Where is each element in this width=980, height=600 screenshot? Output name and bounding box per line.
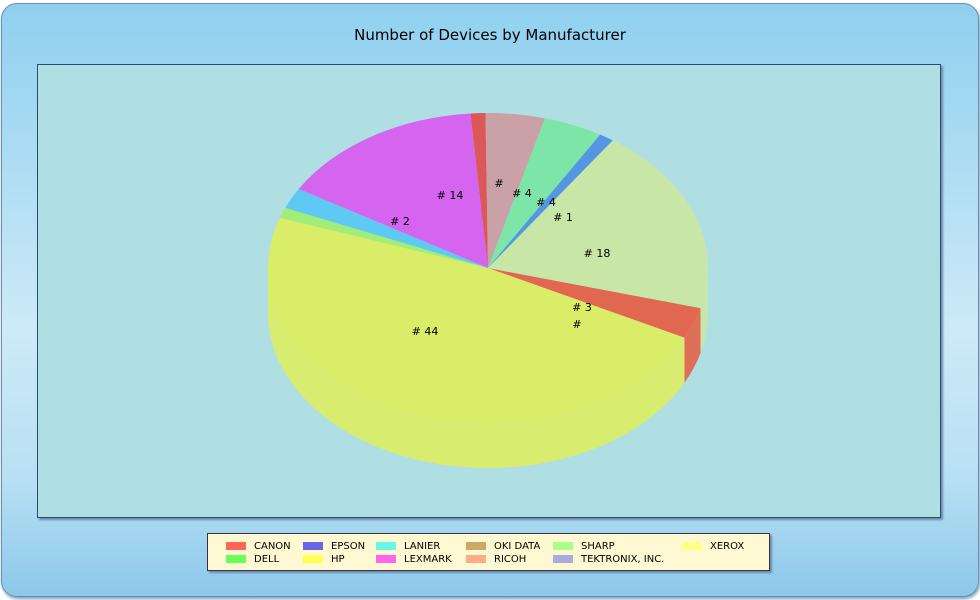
legend-swatch bbox=[466, 555, 486, 563]
data-label: # bbox=[572, 318, 581, 331]
legend-item: OKI DATA bbox=[466, 540, 540, 552]
pie-slice-canon[interactable] bbox=[488, 268, 701, 338]
pie-slice-dell[interactable] bbox=[279, 207, 488, 268]
data-label: # 4 bbox=[536, 196, 556, 209]
legend-swatch bbox=[303, 542, 323, 550]
legend-label: XEROX bbox=[710, 540, 745, 552]
legend-item: EPSON bbox=[303, 540, 365, 552]
pie-wall-9 bbox=[700, 268, 708, 354]
legend-item: SHARP bbox=[553, 540, 615, 552]
legend-swatch bbox=[553, 542, 573, 550]
legend-item: HP bbox=[303, 553, 345, 565]
legend-label: LEXMARK bbox=[404, 553, 452, 565]
data-label: # 1 bbox=[553, 211, 573, 224]
pie-slice-oki-data[interactable] bbox=[470, 113, 488, 268]
data-label: # 3 bbox=[572, 301, 592, 314]
legend: CANON DELL EPSON HP LANIER LEXMARK OKI DATA RIC… bbox=[207, 533, 770, 571]
pie-slice-epson[interactable] bbox=[488, 134, 613, 268]
legend-swatch bbox=[226, 542, 246, 550]
legend-item: LANIER bbox=[376, 540, 440, 552]
data-label: # bbox=[494, 177, 503, 190]
pie-wall-1 bbox=[268, 268, 685, 468]
legend-swatch bbox=[376, 555, 396, 563]
legend-swatch bbox=[466, 542, 486, 550]
legend-label: EPSON bbox=[331, 540, 366, 552]
legend-label: LANIER bbox=[404, 540, 441, 552]
legend-swatch bbox=[303, 555, 323, 563]
pie-slice-lexmark[interactable] bbox=[298, 113, 488, 268]
pie-slice-hp[interactable] bbox=[268, 217, 685, 423]
legend-label: DELL bbox=[254, 553, 280, 565]
chart-title: Number of Devices by Manufacturer bbox=[354, 26, 626, 44]
legend-swatch bbox=[682, 542, 702, 550]
legend-swatch bbox=[226, 555, 246, 563]
pie-slice-sharp[interactable] bbox=[488, 118, 601, 268]
pie-wall-0 bbox=[684, 308, 701, 383]
data-label: # 18 bbox=[584, 247, 611, 260]
legend-item: DELL bbox=[226, 553, 279, 565]
legend-item: RICOH bbox=[466, 553, 526, 565]
legend-label: OKI DATA bbox=[494, 540, 541, 552]
legend-label: SHARP bbox=[581, 540, 615, 552]
legend-item: TEKTRONIX, INC. bbox=[553, 553, 664, 565]
data-label: # 14 bbox=[437, 189, 464, 202]
legend-item: XEROX bbox=[682, 540, 744, 552]
data-label: # 4 bbox=[512, 187, 532, 200]
legend-swatch bbox=[376, 542, 396, 550]
legend-label: TEKTRONIX, INC. bbox=[581, 553, 665, 565]
legend-label: CANON bbox=[254, 540, 291, 552]
pie-slice-ricoh[interactable] bbox=[485, 113, 545, 268]
legend-label: HP bbox=[331, 553, 345, 565]
legend-item: CANON bbox=[226, 540, 291, 552]
legend-item: LEXMARK bbox=[376, 553, 452, 565]
pie-slice-xerox[interactable] bbox=[488, 140, 708, 309]
data-label: # 44 bbox=[412, 325, 439, 338]
legend-swatch bbox=[553, 555, 573, 563]
pie-slice-lanier[interactable] bbox=[285, 188, 488, 268]
data-label: # 2 bbox=[390, 215, 410, 228]
legend-label: RICOH bbox=[494, 553, 527, 565]
